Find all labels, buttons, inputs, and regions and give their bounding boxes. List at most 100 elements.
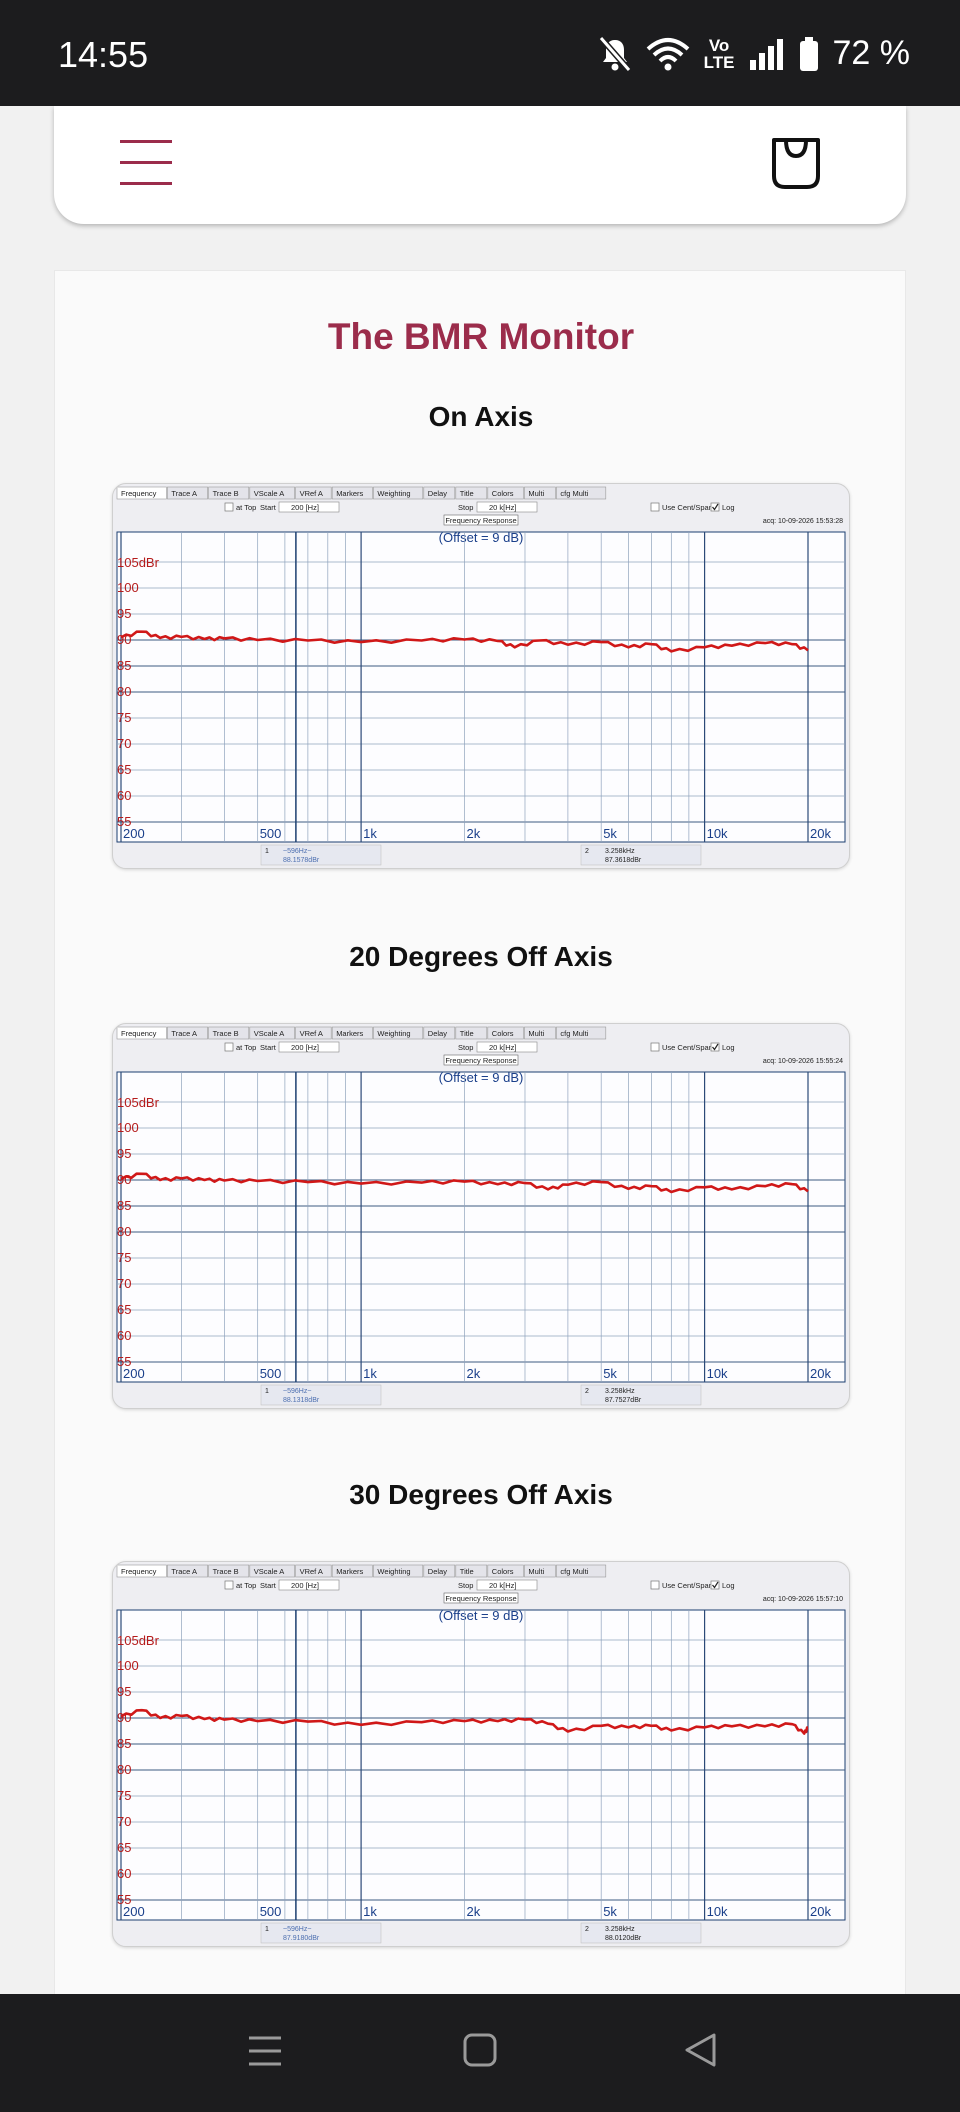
software-tab[interactable]: Trace B <box>208 1026 250 1040</box>
software-tab[interactable]: Weighting <box>373 486 424 500</box>
marker-2-frequency: 3.258kHz <box>605 1926 635 1933</box>
software-tab[interactable]: Title <box>455 486 488 500</box>
marker-1-frequency: ~596Hz~ <box>283 1926 311 1933</box>
start-input[interactable] <box>278 1041 340 1053</box>
recent-apps-icon[interactable] <box>247 2028 283 2074</box>
stop-value: 20 k[Hz] <box>489 503 517 512</box>
tab-label: cfg Multi <box>560 1029 588 1038</box>
software-tab[interactable]: Colors <box>487 486 524 500</box>
home-icon[interactable] <box>462 2028 498 2074</box>
shopping-bag-icon[interactable] <box>770 134 822 190</box>
x-tick-label: 20k <box>810 1904 831 1919</box>
back-icon[interactable] <box>682 2028 718 2074</box>
y-tick-label: 70 <box>117 1276 131 1291</box>
software-tab[interactable]: Markers <box>331 486 373 500</box>
stop-input[interactable] <box>476 1579 538 1591</box>
marker-2-readout-box <box>580 844 702 866</box>
tab-label: Title <box>460 489 474 498</box>
cent-span-label: Use Cent/Span <box>662 503 713 512</box>
stop-label: Stop <box>458 1581 473 1590</box>
software-tab[interactable]: Colors <box>487 1026 524 1040</box>
software-tab[interactable]: Frequency <box>116 1026 167 1040</box>
y-tick-label: 80 <box>117 1224 131 1239</box>
chart-heading-30-degrees: 30 Degrees Off Axis <box>349 1479 613 1510</box>
at-top-checkbox[interactable] <box>224 1580 234 1590</box>
wifi-icon <box>646 37 689 70</box>
log-checkbox[interactable] <box>710 502 720 512</box>
software-tab[interactable]: Multi <box>524 486 556 500</box>
software-tab[interactable]: Colors <box>487 1564 524 1578</box>
software-tab[interactable]: Trace A <box>167 486 208 500</box>
log-checkbox[interactable] <box>710 1580 720 1590</box>
x-tick-label: 500 <box>260 826 282 841</box>
cent-span-checkbox[interactable] <box>650 1042 660 1052</box>
volte-top: Vo <box>708 35 730 55</box>
software-tab[interactable]: Markers <box>331 1026 373 1040</box>
cent-span-checkbox[interactable] <box>650 502 660 512</box>
software-tab[interactable]: VRef A <box>295 1026 332 1040</box>
software-tab[interactable]: VRef A <box>295 1564 332 1578</box>
volte-indicator: Vo LTE <box>704 37 735 71</box>
marker-1-readout-box <box>260 844 382 866</box>
marker-2-value: 87.7527dBr <box>605 1397 642 1404</box>
software-tab[interactable]: Delay <box>423 486 456 500</box>
start-label: Start <box>260 1043 277 1052</box>
software-tab[interactable]: Trace B <box>208 1564 250 1578</box>
software-tab[interactable]: Frequency <box>116 486 167 500</box>
web-page: The BMR Monitor On Axis Frequency Trace A… <box>0 106 960 1994</box>
software-tab[interactable]: cfg Multi <box>556 1026 607 1040</box>
status-time: 14:55 <box>58 34 149 75</box>
marker-2-readout-box <box>580 1922 702 1944</box>
hamburger-menu-icon[interactable] <box>120 140 172 186</box>
marker-1-frequency: ~596Hz~ <box>283 848 311 855</box>
software-tab[interactable]: VScale A <box>249 486 295 500</box>
tab-frame <box>423 1564 456 1578</box>
stop-label: Stop <box>458 503 473 512</box>
start-input[interactable] <box>278 1579 340 1591</box>
software-tab[interactable]: Delay <box>423 1026 456 1040</box>
marker-2-value: 88.0120dBr <box>605 1935 642 1942</box>
tab-frame <box>116 1026 167 1040</box>
panel-title-frame <box>443 1592 519 1604</box>
response-trace <box>120 630 809 653</box>
at-top-checkbox[interactable] <box>224 502 234 512</box>
software-tab[interactable]: Frequency <box>116 1564 167 1578</box>
x-tick-label: 200 <box>123 826 145 841</box>
software-tab[interactable]: Markers <box>331 1564 373 1578</box>
software-tab[interactable]: VScale A <box>249 1564 295 1578</box>
software-tab[interactable]: Title <box>455 1564 488 1578</box>
graph-canvas: Frequency Trace A Trace B VScale A VRef A Mar… <box>116 1026 846 1406</box>
stop-input[interactable] <box>476 501 538 513</box>
volte-bottom: LTE <box>703 52 735 72</box>
y-tick-label: 90 <box>117 1172 131 1187</box>
tab-label: Trace A <box>171 1567 197 1576</box>
software-tab[interactable]: Multi <box>524 1564 556 1578</box>
software-tab[interactable]: Multi <box>524 1026 556 1040</box>
tab-label: Trace B <box>213 1029 239 1038</box>
x-tick-label: 1k <box>363 1904 377 1919</box>
x-tick-label: 200 <box>123 1904 145 1919</box>
stop-input[interactable] <box>476 1041 538 1053</box>
y-tick-label: 85 <box>117 658 131 673</box>
tab-label: Multi <box>528 489 544 498</box>
software-tab[interactable]: Delay <box>423 1564 456 1578</box>
software-tab[interactable]: Trace B <box>208 486 250 500</box>
at-top-checkbox[interactable] <box>224 1042 234 1052</box>
software-tab[interactable]: Trace A <box>167 1564 208 1578</box>
cent-span-checkbox[interactable] <box>650 1580 660 1590</box>
graph-canvas: Frequency Trace A Trace B VScale A VRef A Mar… <box>116 1564 846 1944</box>
tab-label: Colors <box>492 489 514 498</box>
software-tab[interactable]: Weighting <box>373 1564 424 1578</box>
software-tab[interactable]: Title <box>455 1026 488 1040</box>
software-tab[interactable]: Weighting <box>373 1026 424 1040</box>
start-input[interactable] <box>278 501 340 513</box>
log-checkbox[interactable] <box>710 1042 720 1052</box>
tab-frame <box>167 1564 208 1578</box>
y-tick-label: 75 <box>117 1250 131 1265</box>
software-tab[interactable]: cfg Multi <box>556 1564 607 1578</box>
software-tab[interactable]: Trace A <box>167 1026 208 1040</box>
tab-label: Frequency <box>121 1567 157 1576</box>
software-tab[interactable]: cfg Multi <box>556 486 607 500</box>
software-tab[interactable]: VScale A <box>249 1026 295 1040</box>
software-tab[interactable]: VRef A <box>295 486 332 500</box>
